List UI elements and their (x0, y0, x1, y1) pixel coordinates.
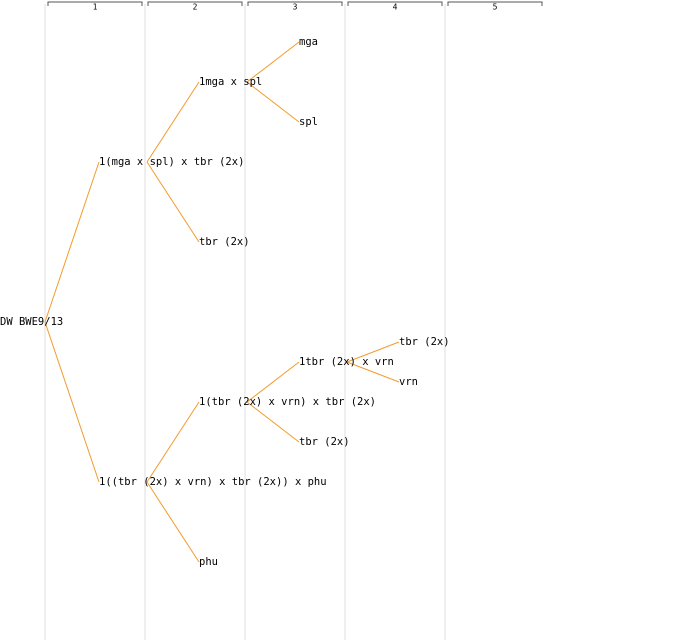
node-label: spl (299, 116, 318, 128)
column-bracket (247, 1, 343, 6)
node-label: 1mga x spl (199, 76, 262, 88)
edge (246, 41, 300, 83)
edge (146, 401, 200, 483)
node-label: vrn (399, 376, 418, 388)
node-label: DW BWE9/13 (0, 316, 63, 328)
column-line (344, 4, 346, 640)
column-bracket (147, 1, 243, 6)
node-label: tbr (2x) (399, 336, 450, 348)
column-bracket (447, 1, 543, 6)
edge (44, 321, 100, 483)
edge (146, 81, 200, 163)
column-line (244, 4, 246, 640)
node-label: tbr (2x) (199, 236, 250, 248)
node-label: 1(tbr (2x) x vrn) x tbr (2x) (199, 396, 376, 408)
column-bracket (47, 1, 143, 6)
column-header: 2 (193, 3, 198, 12)
column-header: 5 (493, 3, 498, 12)
node-label: tbr (2x) (299, 436, 350, 448)
edge (44, 161, 100, 323)
node-label: 1tbr (2x) x vrn (299, 356, 394, 368)
node-label: phu (199, 556, 218, 568)
edge (146, 161, 200, 243)
column-header: 4 (393, 3, 398, 12)
node-label: 1(mga x spl) x tbr (2x) (99, 156, 244, 168)
edge (246, 81, 300, 123)
column-line (144, 4, 146, 640)
column-line (444, 4, 446, 640)
edge (246, 401, 300, 443)
column-bracket (347, 1, 443, 6)
column-header: 3 (293, 3, 298, 12)
column-lines (44, 4, 446, 640)
node-label: 1((tbr (2x) x vrn) x tbr (2x)) x phu (99, 476, 327, 488)
edge (346, 361, 400, 383)
node-label: mga (299, 36, 318, 48)
column-header: 1 (93, 3, 98, 12)
edge (246, 361, 300, 403)
edge (146, 481, 200, 563)
edge (346, 341, 400, 363)
